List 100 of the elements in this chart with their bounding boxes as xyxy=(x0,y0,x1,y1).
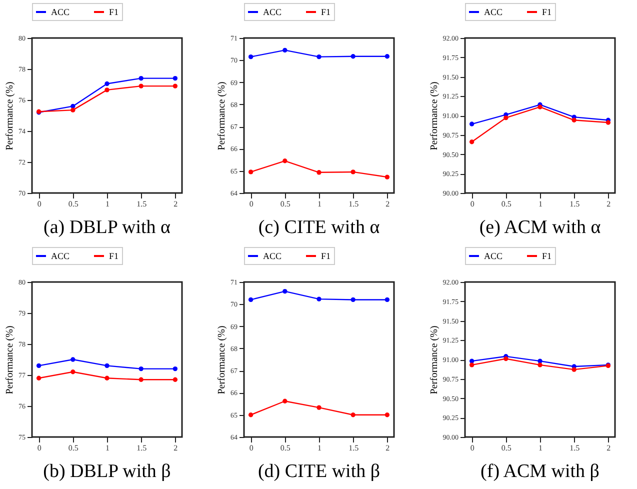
point xyxy=(282,288,288,294)
point xyxy=(104,376,110,380)
x-tick-label: 0.5 xyxy=(501,200,512,208)
legend-label: ACC xyxy=(484,251,503,261)
point xyxy=(572,118,576,122)
x-tick-label: 1 xyxy=(106,200,110,208)
x-tick-label: 1 xyxy=(318,444,322,452)
x-tick-label: 1 xyxy=(106,444,110,452)
x-tick-label: 0.5 xyxy=(280,200,290,208)
point xyxy=(316,405,322,410)
legend-label: F1 xyxy=(542,7,552,17)
point xyxy=(138,76,144,81)
legend-label: ACC xyxy=(51,251,70,261)
point xyxy=(350,297,356,302)
point xyxy=(316,54,322,60)
x-tick-label: 2 xyxy=(174,200,178,208)
y-axis-title: Performance (%) xyxy=(216,326,228,394)
x-tick-label: 2 xyxy=(386,444,390,452)
legend-label: ACC xyxy=(51,7,70,17)
point xyxy=(350,412,356,418)
x-tick-label: 0.5 xyxy=(280,444,290,452)
point xyxy=(384,174,390,180)
point xyxy=(70,108,76,112)
text: (e) ACM with α xyxy=(479,217,601,238)
legend-label: F1 xyxy=(109,251,119,261)
x-tick-label: 1.5 xyxy=(570,200,580,208)
point xyxy=(538,104,542,110)
x-tick-label: 2 xyxy=(174,444,178,452)
y-axis-title: Performance (%) xyxy=(216,82,228,150)
point xyxy=(282,398,288,404)
x-tick-label: 0 xyxy=(37,444,42,452)
point xyxy=(104,88,110,92)
x-tick-label: 0 xyxy=(470,444,474,452)
point xyxy=(172,76,178,81)
point xyxy=(172,377,178,382)
point xyxy=(316,296,322,302)
point xyxy=(70,357,76,362)
point xyxy=(469,140,474,144)
text: (c) CITE with α xyxy=(258,217,380,238)
x-tick-label: 1.5 xyxy=(570,444,580,452)
x-tick-label: 0.5 xyxy=(68,200,78,208)
point xyxy=(248,412,254,418)
x-tick-label: 0 xyxy=(249,444,254,452)
x-tick-label: 0 xyxy=(37,200,42,208)
text: (d) CITE with β xyxy=(258,461,380,482)
point xyxy=(316,170,322,175)
y-axis-title: Performance (%) xyxy=(428,326,440,394)
point xyxy=(606,120,611,125)
point xyxy=(469,358,474,364)
point xyxy=(138,84,144,88)
x-tick-label: 1.5 xyxy=(136,200,147,208)
point xyxy=(248,170,254,174)
y-axis-title: Performance (%) xyxy=(428,82,440,150)
text: (a) DBLP with α xyxy=(44,217,171,238)
point xyxy=(572,367,576,372)
x-tick-label: 1 xyxy=(538,200,542,208)
text: (b) DBLP with β xyxy=(43,461,171,482)
point xyxy=(504,356,508,362)
x-tick-label: 2 xyxy=(386,200,390,208)
legend-label: ACC xyxy=(484,7,503,17)
y-axis-title: Performance (%) xyxy=(4,326,16,394)
x-tick-label: 1.5 xyxy=(348,200,359,208)
point xyxy=(70,104,76,109)
point xyxy=(350,54,356,59)
x-tick-label: 1.5 xyxy=(136,444,147,452)
x-tick-label: 0.5 xyxy=(501,444,512,452)
point xyxy=(538,362,542,368)
point xyxy=(36,376,42,380)
point xyxy=(104,363,110,368)
legend-label: F1 xyxy=(542,251,552,261)
point xyxy=(248,54,254,60)
point xyxy=(248,297,254,302)
y-axis-title: Performance (%) xyxy=(4,82,16,150)
legend-label: F1 xyxy=(321,251,331,261)
point xyxy=(469,362,474,368)
point xyxy=(504,115,508,120)
legend-label: F1 xyxy=(109,7,119,17)
point xyxy=(350,170,356,174)
point xyxy=(384,412,390,418)
point xyxy=(282,158,288,164)
x-tick-label: 1 xyxy=(318,200,322,208)
point xyxy=(36,363,42,368)
x-tick-label: 0.5 xyxy=(68,444,78,452)
point xyxy=(384,297,390,302)
point xyxy=(138,377,144,382)
x-tick-label: 2 xyxy=(606,200,611,208)
point xyxy=(469,122,474,126)
legend-label: ACC xyxy=(263,251,282,261)
point xyxy=(172,366,178,372)
point xyxy=(172,84,178,88)
x-tick-label: 1.5 xyxy=(348,444,359,452)
x-tick-label: 2 xyxy=(606,444,611,452)
text: (f) ACM with β xyxy=(480,461,600,482)
x-tick-label: 0 xyxy=(249,200,254,208)
point xyxy=(138,366,144,372)
legend-label: ACC xyxy=(263,7,282,17)
point xyxy=(104,81,110,86)
point xyxy=(70,370,76,374)
legend-label: F1 xyxy=(321,7,331,17)
point xyxy=(282,48,288,53)
